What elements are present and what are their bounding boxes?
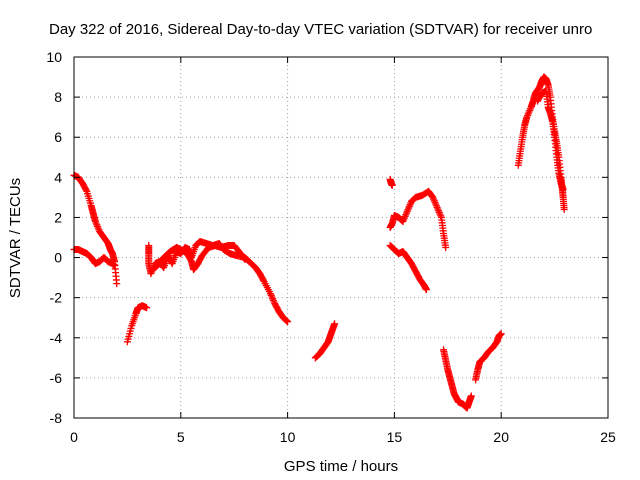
x-tick-label: 15 xyxy=(387,429,403,445)
data-point xyxy=(148,268,156,276)
data-point xyxy=(92,219,100,227)
y-tick-label: 2 xyxy=(54,209,62,225)
data-point xyxy=(433,203,441,211)
data-point xyxy=(430,195,438,203)
y-tick-label: 10 xyxy=(46,49,62,65)
data-point xyxy=(284,318,292,326)
data-point xyxy=(401,212,409,220)
data-point xyxy=(399,217,407,225)
y-tick-label: -2 xyxy=(50,290,63,306)
data-point xyxy=(431,198,439,206)
data-point xyxy=(430,197,438,205)
data-point xyxy=(497,330,505,338)
data-point xyxy=(435,207,443,215)
data-point xyxy=(434,205,442,213)
data-point xyxy=(267,290,275,298)
data-point xyxy=(113,280,121,288)
y-tick-label: 8 xyxy=(54,89,62,105)
data-point xyxy=(526,106,534,114)
x-axis-label: GPS time / hours xyxy=(284,458,398,475)
data-point xyxy=(240,255,248,263)
data-point xyxy=(400,216,408,224)
y-tick-label: 6 xyxy=(54,129,62,145)
data-point xyxy=(442,244,450,252)
data-point xyxy=(429,193,437,201)
data-point xyxy=(267,291,275,299)
data-point xyxy=(406,201,414,209)
y-axis-label: SDTVAR / TECUs xyxy=(7,178,24,298)
y-tick-label: -8 xyxy=(50,410,63,426)
data-point xyxy=(405,204,413,212)
data-point xyxy=(437,212,445,220)
data-point xyxy=(143,304,151,312)
data-point xyxy=(331,320,339,328)
data-point xyxy=(82,186,90,194)
data-point xyxy=(403,207,411,215)
x-tick-label: 5 xyxy=(177,429,185,445)
data-point xyxy=(402,211,410,219)
data-point xyxy=(283,317,291,325)
x-tick-label: 10 xyxy=(280,429,296,445)
data-point xyxy=(523,113,531,121)
data-point xyxy=(111,262,119,270)
data-point xyxy=(269,296,277,304)
data-point xyxy=(405,202,413,210)
data-point xyxy=(388,181,396,189)
data-point xyxy=(268,293,276,301)
y-tick-labels: -8 -6 -4 -2 0 2 4 6 8 10 xyxy=(46,49,62,426)
data-point xyxy=(400,214,408,222)
chart-title: Day 322 of 2016, Sidereal Day-to-day VTE… xyxy=(49,21,592,38)
y-tick-label: 0 xyxy=(54,250,62,266)
y-tick-label: 4 xyxy=(54,169,62,185)
data-point xyxy=(435,208,443,216)
data-point xyxy=(269,295,277,303)
data-point xyxy=(524,111,532,119)
data-point xyxy=(93,222,101,230)
data-point xyxy=(559,185,567,193)
data-point xyxy=(403,209,411,217)
data-point xyxy=(525,108,533,116)
data-point xyxy=(467,392,475,400)
data-point xyxy=(422,286,430,294)
plot-frame xyxy=(73,56,609,419)
x-tick-label: 0 xyxy=(70,429,78,445)
data-point xyxy=(432,200,440,208)
data-point xyxy=(432,202,440,210)
y-tick-label: -4 xyxy=(50,330,63,346)
data-point xyxy=(241,256,249,264)
data-point xyxy=(147,270,155,278)
data-point xyxy=(91,217,99,225)
data-point xyxy=(560,205,568,213)
data-point xyxy=(404,206,412,214)
data-point xyxy=(94,224,102,232)
y-tick-label: -6 xyxy=(50,370,63,386)
data-point xyxy=(436,210,444,218)
data-point xyxy=(282,316,290,324)
data-point xyxy=(93,221,101,229)
data-point xyxy=(270,298,278,306)
data-point xyxy=(524,110,532,118)
ticks-layer xyxy=(73,56,609,419)
x-tick-label: 20 xyxy=(493,429,509,445)
data-points-layer xyxy=(70,73,568,412)
x-tick-label: 25 xyxy=(600,429,616,445)
x-tick-labels: 0 5 10 15 20 25 xyxy=(70,429,616,445)
